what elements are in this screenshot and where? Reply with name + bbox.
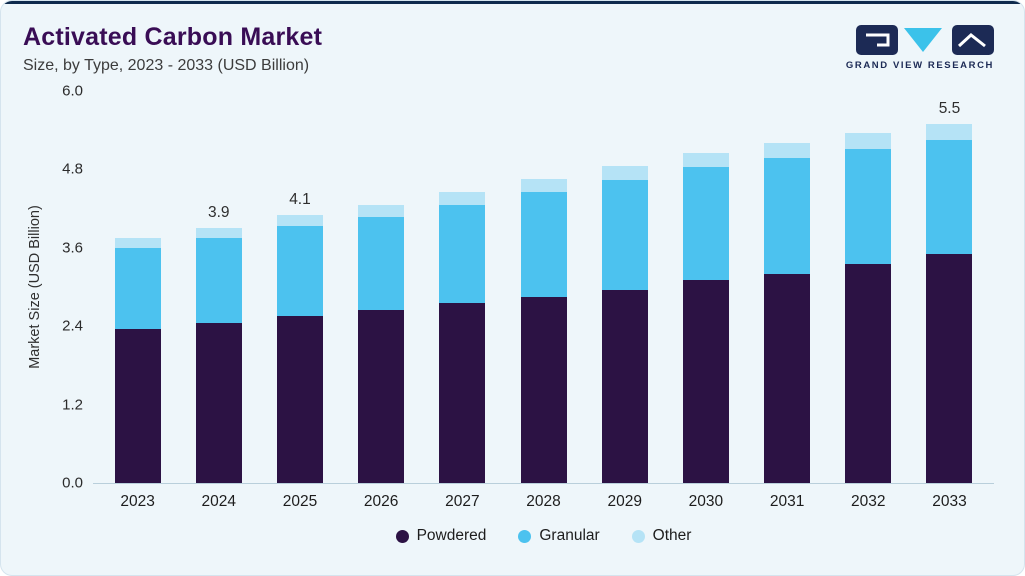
x-tick-label: 2029 [607,493,642,510]
bar-segment-other [114,238,161,248]
bar-total-label: 4.1 [289,191,311,209]
bar-segment-granular [520,192,567,297]
bar-segment-granular [845,149,892,265]
bar-segment-powdered [601,290,648,483]
y-tick-label: 3.6 [62,239,83,257]
bar-column [341,91,422,483]
gvr-logo: GRAND VIEW RESEARCH [846,25,994,71]
bar-segment-granular [682,167,729,281]
x-tick-label: 2025 [282,493,318,510]
bar-segment-other [601,166,648,180]
x-tick-label: 2033 [932,493,967,510]
bar-column [422,91,503,483]
bar-segment-powdered [276,316,323,483]
stacked-bar-chart: Market Size (USD Billion) 0.0 1.2 2.4 3.6 4.… [23,83,994,511]
bar-segment-other [195,228,242,239]
bar-segment-granular [764,158,811,274]
bar-segment-other [276,215,323,227]
legend-item-granular: Granular [518,527,600,545]
bar-segment-granular [358,217,405,310]
bar-segment-granular [601,179,648,291]
x-tick-label: 2027 [445,493,480,510]
bar-segment-other [682,153,729,168]
legend-item-other: Other [631,527,692,545]
legend-dot-powdered [395,529,409,543]
y-tick-label: 0.0 [62,474,83,492]
bar-column [97,91,178,483]
gvr-logo-icon [856,25,994,55]
bar-segment-other [926,123,973,141]
bar-segment-powdered [439,303,486,483]
x-tick-label: 2028 [526,493,561,510]
legend-label: Other [652,527,692,544]
bar-segment-other [439,192,486,205]
bar-segment-powdered [358,309,405,483]
bar-segment-powdered [926,254,973,483]
y-tick-label: 4.8 [62,160,83,178]
bar-segment-powdered [764,273,811,483]
x-tick-label: 2024 [201,493,237,510]
y-axis-title: Market Size (USD Billion) [27,205,43,369]
bar-column [828,91,909,483]
plot-area: 3.9 4.1 5.5 [93,91,994,484]
header: Activated Carbon Market Size, by Type, 2… [23,19,994,75]
legend-item-powdered: Powdered [395,527,487,545]
bar-segment-other [764,143,811,159]
legend-dot-granular [518,529,532,543]
bar-segment-other [358,205,405,218]
bar-segment-granular [439,204,486,304]
bar-segment-powdered [520,296,567,483]
bar-total-label: 3.9 [208,204,230,222]
legend-dot-other [631,529,645,543]
legend: Powdered Granular Other [93,527,994,545]
x-tick-label: 2023 [120,493,155,510]
x-tick-label: 2032 [851,493,886,510]
x-axis-labels: 2023 2024 2025 2026 2027 2028 2029 2030 2031 2032… [93,493,994,511]
bar-segment-granular [114,247,161,330]
top-accent-bar [1,1,1024,4]
y-axis-ticks: 0.0 1.2 2.4 3.6 4.8 6.0 [47,83,93,492]
bar-segment-powdered [114,329,161,483]
y-tick-label: 6.0 [62,82,83,100]
y-tick-label: 1.2 [62,396,83,414]
bar-column: 3.9 [178,91,259,483]
bar-segment-other [520,179,567,193]
card-content: Activated Carbon Market Size, by Type, 2… [1,4,1024,555]
legend-label: Granular [539,527,600,544]
page-title: Activated Carbon Market [23,23,323,51]
x-tick-label: 2026 [363,493,399,510]
gvr-logo-text: GRAND VIEW RESEARCH [845,60,994,71]
bar-total-label: 5.5 [938,99,961,117]
bar-column [747,91,828,483]
bar-segment-granular [195,238,242,323]
bar-column [665,91,746,483]
bar-segment-granular [926,140,973,255]
bar-column: 5.5 [909,91,990,483]
x-tick-label: 2030 [688,493,724,510]
bar-column [584,91,665,483]
bar-segment-powdered [682,280,729,483]
y-tick-label: 2.4 [62,317,83,335]
bar-column [503,91,584,483]
bar-column: 4.1 [259,91,340,483]
x-tick-label: 2031 [769,493,805,510]
chart-subtitle: Size, by Type, 2023 - 2033 (USD Billion) [23,57,310,74]
y-axis-title-wrap: Market Size (USD Billion) [23,91,47,483]
plot-column: 3.9 4.1 5.5 2023 2024 2025 2026 2027 2028 2029 20… [93,91,994,511]
bar-segment-other [845,133,892,150]
title-block: Activated Carbon Market Size, by Type, 2… [23,19,322,75]
bar-segment-powdered [845,264,892,483]
bar-segment-granular [276,226,323,317]
bar-segment-powdered [195,322,242,483]
legend-label: Powdered [416,527,487,544]
